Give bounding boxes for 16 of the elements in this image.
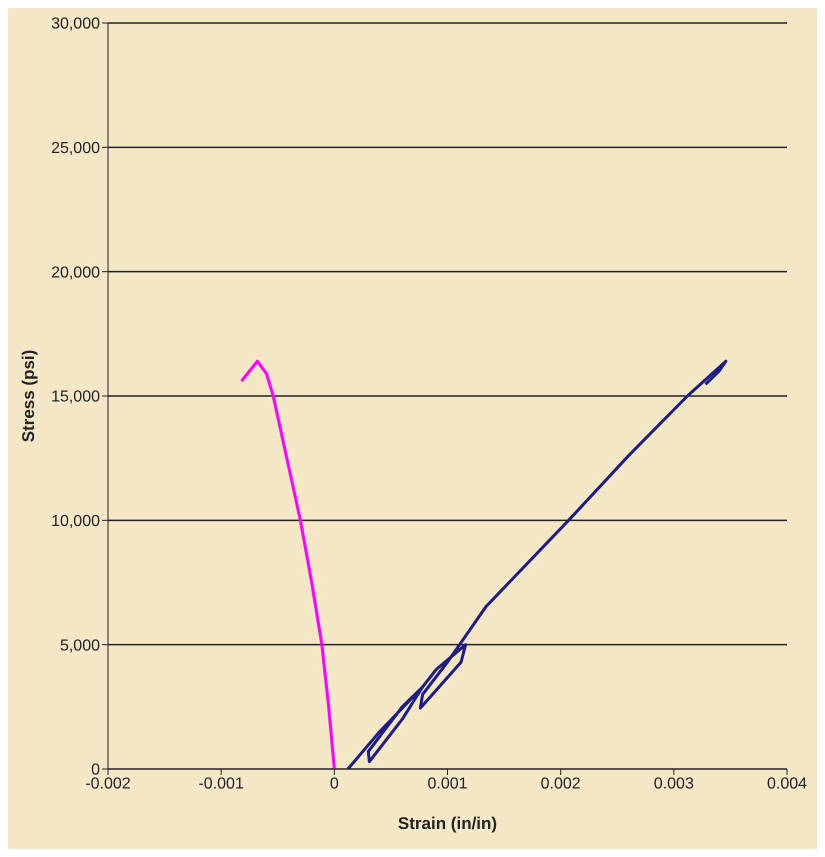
y-tick-label: 10,000 — [51, 513, 100, 530]
y-tick-label: 25,000 — [51, 140, 100, 158]
x-tick-label: 0 — [330, 775, 339, 792]
x-tick-label: 0.003 — [654, 775, 694, 792]
y-tick-label: 15,000 — [51, 388, 100, 406]
y-tick-label: 30,000 — [51, 16, 100, 33]
y-tick-label: 20,000 — [51, 264, 100, 282]
line-series — [346, 360, 728, 769]
y-axis-title: Stress (psi) — [19, 350, 38, 442]
y-tick-label: 5,000 — [60, 637, 100, 654]
x-tick-label: 0.001 — [427, 775, 468, 792]
x-axis-title: Strain (in/in) — [398, 814, 498, 833]
x-tick-label: 0.002 — [540, 775, 581, 792]
x-tick-label: 0.004 — [766, 775, 808, 792]
line-series — [240, 360, 336, 769]
x-tick-label: -0.001 — [198, 775, 244, 792]
